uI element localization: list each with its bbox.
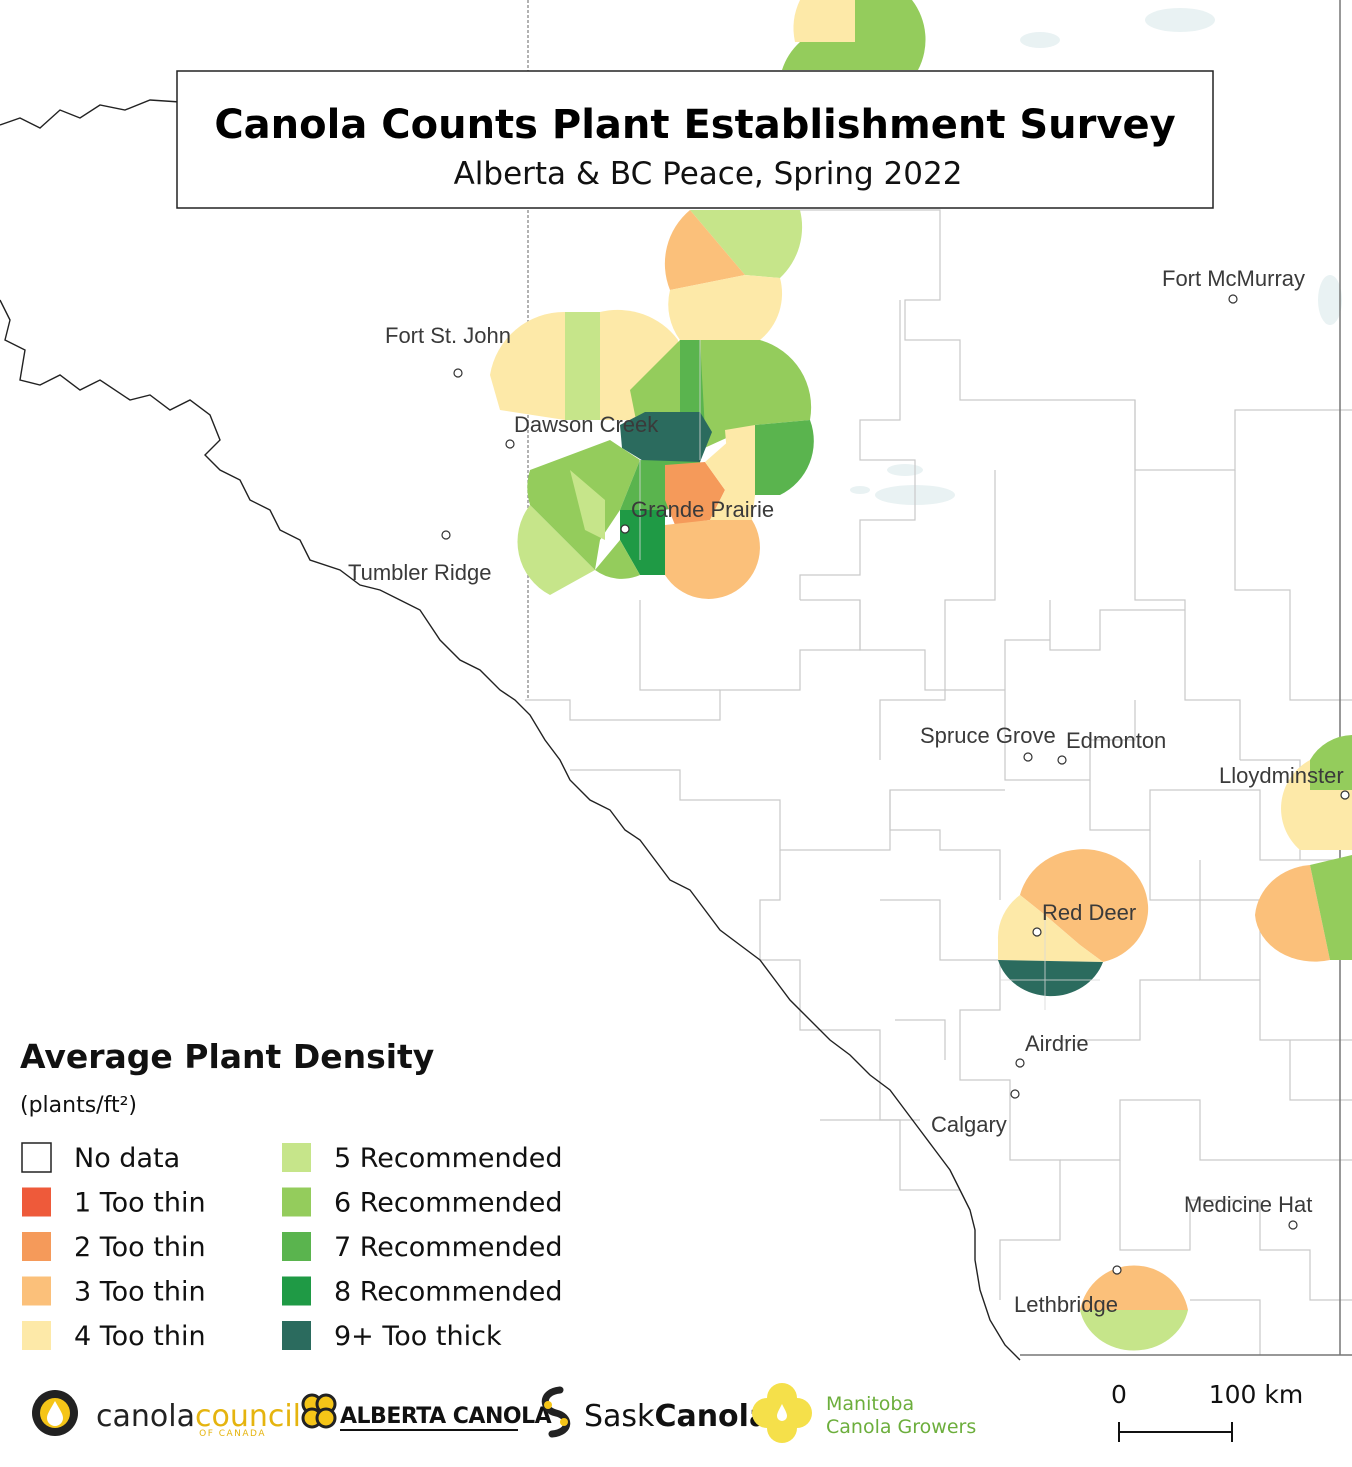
legend-swatch <box>21 1142 52 1173</box>
bc-ab-border <box>0 299 1021 1361</box>
logo-manitoba-canola-growers: Manitoba Canola Growers <box>752 1383 976 1443</box>
legend-label: 4 Too thin <box>74 1321 206 1352</box>
city-label-calgary: Calgary <box>931 1112 1007 1137</box>
logo-canola-council-part2: council <box>195 1399 301 1434</box>
boundary-north <box>0 99 196 129</box>
legend-label: 7 Recommended <box>334 1232 563 1263</box>
city-label-fort-st-john: Fort St. John <box>385 323 511 348</box>
logo-sask-canola-part1: Sask <box>584 1399 655 1434</box>
legend-swatch <box>282 1143 311 1172</box>
map-title: Canola Counts Plant Establishment Survey <box>214 102 1175 148</box>
legend-swatch <box>22 1276 51 1306</box>
legend-swatch <box>282 1321 311 1350</box>
legend-swatch <box>22 1321 51 1350</box>
legend-label: 5 Recommended <box>334 1143 563 1174</box>
city-label-fort-mcmurray: Fort McMurray <box>1162 266 1305 291</box>
legend-label: 3 Too thin <box>74 1277 206 1308</box>
manitoba-flower-icon <box>752 1383 812 1443</box>
svg-text:canolacouncil: canolacouncil <box>96 1399 301 1434</box>
legend-label: 8 Recommended <box>334 1277 563 1308</box>
legend: Average Plant Density (plants/ft²) No da… <box>20 1037 563 1352</box>
legend-label: No data <box>74 1143 180 1174</box>
city-markers <box>441 294 1350 1275</box>
alberta-canola-flower-icon <box>301 1393 337 1429</box>
city-label-edmonton: Edmonton <box>1066 728 1166 753</box>
density-regions <box>490 0 1352 1351</box>
city-label-tumbler-ridge: Tumbler Ridge <box>348 560 491 585</box>
map-subtitle: Alberta & BC Peace, Spring 2022 <box>454 156 963 192</box>
title-box <box>176 70 1214 209</box>
overlay-boundaries <box>639 340 1100 1010</box>
legend-items: No data 1 Too thin 2 Too thin 3 Too thin 4 T… <box>21 1142 563 1352</box>
city-label-lloydminster: Lloydminster <box>1219 763 1344 788</box>
scale-bar-end: 100 km <box>1209 1380 1304 1409</box>
logo-sask-canola-part2: Canola <box>654 1399 769 1434</box>
legend-unit: (plants/ft²) <box>20 1093 137 1118</box>
logo-alberta-canola-text: ALBERTA CANOLA <box>340 1404 552 1429</box>
city-label-medicine-hat: Medicine Hat <box>1184 1192 1312 1217</box>
logo-sask-canola: SaskCanola <box>541 1386 769 1438</box>
legend-label: 9+ Too thick <box>334 1321 502 1352</box>
city-labels: Fort McMurray Fort St. John Dawson Creek… <box>348 266 1344 1317</box>
city-label-lethbridge: Lethbridge <box>1014 1292 1118 1317</box>
legend-swatch <box>282 1276 311 1306</box>
legend-label: 2 Too thin <box>74 1232 206 1263</box>
logo-manitoba-line1: Manitoba <box>826 1393 914 1415</box>
city-label-airdrie: Airdrie <box>1025 1031 1089 1056</box>
county-boundaries <box>525 209 1352 1355</box>
scale-bar-start: 0 <box>1111 1380 1127 1409</box>
legend-swatch <box>282 1232 311 1261</box>
legend-title: Average Plant Density <box>20 1037 434 1076</box>
scale-bar: 0 100 km <box>1111 1380 1303 1442</box>
city-label-grande-prairie: Grande Prairie <box>631 497 774 522</box>
logo-alberta-canola: ALBERTA CANOLA <box>301 1393 552 1431</box>
sask-canola-s-icon <box>541 1386 571 1438</box>
city-label-spruce-grove: Spruce Grove <box>920 723 1056 748</box>
legend-swatch <box>22 1232 51 1261</box>
city-label-red-deer: Red Deer <box>1042 900 1136 925</box>
logo-canola-council: canolacouncil OF CANADA <box>32 1390 301 1439</box>
logo-canola-council-sub: OF CANADA <box>199 1429 266 1439</box>
legend-swatch <box>22 1187 51 1217</box>
svg-text:SaskCanola: SaskCanola <box>584 1399 769 1434</box>
legend-swatch <box>282 1187 311 1217</box>
logo-manitoba-line2: Canola Growers <box>826 1416 976 1438</box>
logo-canola-council-part1: canola <box>96 1399 195 1434</box>
legend-label: 6 Recommended <box>334 1188 563 1219</box>
city-label-dawson-creek: Dawson Creek <box>514 412 659 437</box>
legend-label: 1 Too thin <box>74 1188 206 1219</box>
